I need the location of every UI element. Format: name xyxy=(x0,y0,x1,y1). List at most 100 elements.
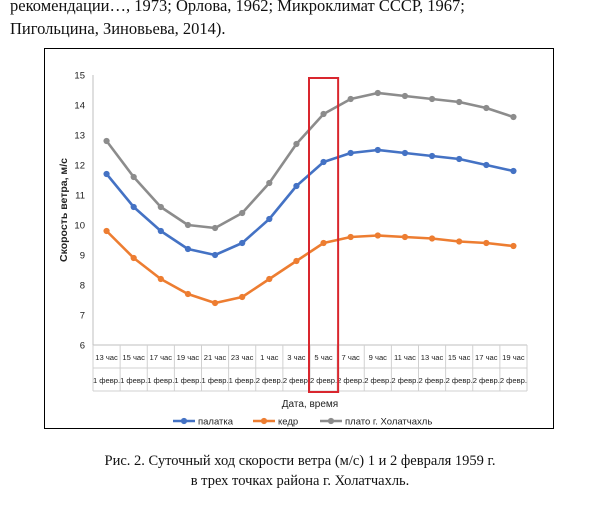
data-point xyxy=(184,221,192,229)
x-tick-label-time: 19 час xyxy=(502,353,525,362)
data-point xyxy=(456,98,463,106)
x-tick-label-date: 1 февр. xyxy=(201,376,228,385)
x-tick-label-date: 2 февр. xyxy=(500,376,527,385)
data-point xyxy=(266,215,273,223)
x-tick-label-time: 11 час xyxy=(394,353,416,362)
data-point xyxy=(320,158,327,166)
data-point xyxy=(157,275,164,283)
x-tick-label-time: 5 час xyxy=(314,353,333,362)
data-point xyxy=(157,227,164,235)
data-point xyxy=(483,239,490,247)
x-tick-label-time: 7 час xyxy=(342,353,361,362)
caption-line: в трех точках района г. Холатчахль. xyxy=(190,473,410,489)
x-tick-label-time: 9 час xyxy=(369,353,388,362)
x-tick-label-time: 19 час xyxy=(177,353,200,362)
x-tick-label-time: 13 час xyxy=(95,353,118,362)
legend-marker xyxy=(327,417,335,425)
data-point xyxy=(184,290,192,298)
data-point xyxy=(456,155,463,163)
x-tick-label-date: 1 февр. xyxy=(120,376,147,385)
x-tick-label-date: 1 февр. xyxy=(93,376,120,385)
y-tick-label: 8 xyxy=(80,281,85,292)
body-text: рекомендации…, 1973; Орлова, 1962; Микро… xyxy=(10,0,590,40)
x-tick-label-time: 21 час xyxy=(204,353,227,362)
x-tick-label-time: 23 час xyxy=(231,353,254,362)
data-point xyxy=(184,245,192,253)
data-point xyxy=(456,238,463,245)
y-tick-label: 7 xyxy=(80,311,85,322)
x-tick-label-date: 2 февр. xyxy=(418,376,445,385)
data-point xyxy=(428,152,436,160)
data-point xyxy=(130,254,137,262)
x-tick-label-date: 2 февр. xyxy=(337,376,364,385)
data-point xyxy=(130,173,137,181)
legend-label: палатка xyxy=(198,417,234,428)
x-tick-label-time: 1 час xyxy=(260,353,279,362)
x-tick-label-date: 2 февр. xyxy=(364,376,391,385)
legend-marker xyxy=(260,417,268,425)
data-point xyxy=(510,167,517,175)
data-point xyxy=(401,149,409,157)
x-axis-title: Дата, время xyxy=(282,399,338,410)
y-tick-label: 13 xyxy=(74,131,85,142)
data-point xyxy=(239,239,246,247)
x-tick-label-date: 2 февр. xyxy=(473,376,500,385)
data-point xyxy=(483,161,490,169)
y-tick-label: 6 xyxy=(80,341,85,352)
x-tick-label-date: 1 февр. xyxy=(147,376,174,385)
data-point xyxy=(510,242,517,250)
data-point xyxy=(347,233,354,241)
y-tick-label: 12 xyxy=(74,161,85,172)
x-tick-label-time: 17 час xyxy=(150,353,173,362)
body-text-line: Пигольцина, Зиновьева, 2014). xyxy=(10,19,226,38)
figure-caption: Рис. 2. Суточный ход скорости ветра (м/с… xyxy=(0,451,600,491)
data-point xyxy=(130,203,137,211)
data-point xyxy=(347,149,354,157)
x-tick-label-time: 15 час xyxy=(122,353,145,362)
data-point xyxy=(239,209,246,217)
data-point xyxy=(374,89,381,97)
data-point xyxy=(293,182,300,190)
caption-line: Рис. 2. Суточный ход скорости ветра (м/с… xyxy=(104,453,496,469)
data-point xyxy=(428,235,436,242)
data-point xyxy=(320,239,327,247)
data-point xyxy=(320,110,327,118)
data-point xyxy=(483,104,490,112)
legend-label: плато г. Холатчахль xyxy=(345,417,432,428)
data-point xyxy=(374,146,381,154)
x-tick-label-time: 17 час xyxy=(475,353,498,362)
wind-speed-chart: 6 7 8 9 10 11 12 13 14 15 13 час 1 февр. 15 час 1 фев… xyxy=(58,71,528,428)
x-tick-label-date: 2 февр. xyxy=(283,376,310,385)
x-tick-label-time: 3 час xyxy=(287,353,306,362)
y-axis-title: Скорость ветра, м/с xyxy=(58,158,70,262)
y-tick-label: 11 xyxy=(75,191,85,202)
data-point xyxy=(239,293,246,301)
legend-marker xyxy=(180,417,188,425)
y-tick-label: 15 xyxy=(74,71,85,82)
x-tick-label-date: 2 февр. xyxy=(446,376,473,385)
data-point xyxy=(293,140,300,148)
x-tick-label-date: 1 февр. xyxy=(174,376,201,385)
data-point xyxy=(510,113,517,121)
data-point xyxy=(103,170,110,178)
figure: 6 7 8 9 10 11 12 13 14 15 13 час 1 февр. 15 час 1 фев… xyxy=(44,48,554,429)
data-point xyxy=(157,203,164,211)
data-point xyxy=(266,275,273,283)
data-point xyxy=(374,232,381,239)
x-tick-label-time: 15 час xyxy=(448,353,471,362)
data-point xyxy=(347,95,354,103)
data-point xyxy=(401,233,409,241)
x-tick-label-date: 1 февр. xyxy=(229,376,256,385)
body-text-line: рекомендации…, 1973; Орлова, 1962; Микро… xyxy=(10,0,465,15)
legend-label: кедр xyxy=(278,417,298,428)
y-tick-label: 14 xyxy=(74,101,85,112)
data-point xyxy=(428,95,436,103)
y-tick-label: 10 xyxy=(74,221,85,232)
x-tick-label-time: 13 час xyxy=(421,353,444,362)
highlight-box xyxy=(308,77,340,393)
data-point xyxy=(211,224,219,232)
x-tick-label-date: 2 февр. xyxy=(256,376,283,385)
x-tick-label-date: 2 февр. xyxy=(391,376,418,385)
y-tick-label: 9 xyxy=(80,251,85,262)
data-point xyxy=(211,299,219,307)
